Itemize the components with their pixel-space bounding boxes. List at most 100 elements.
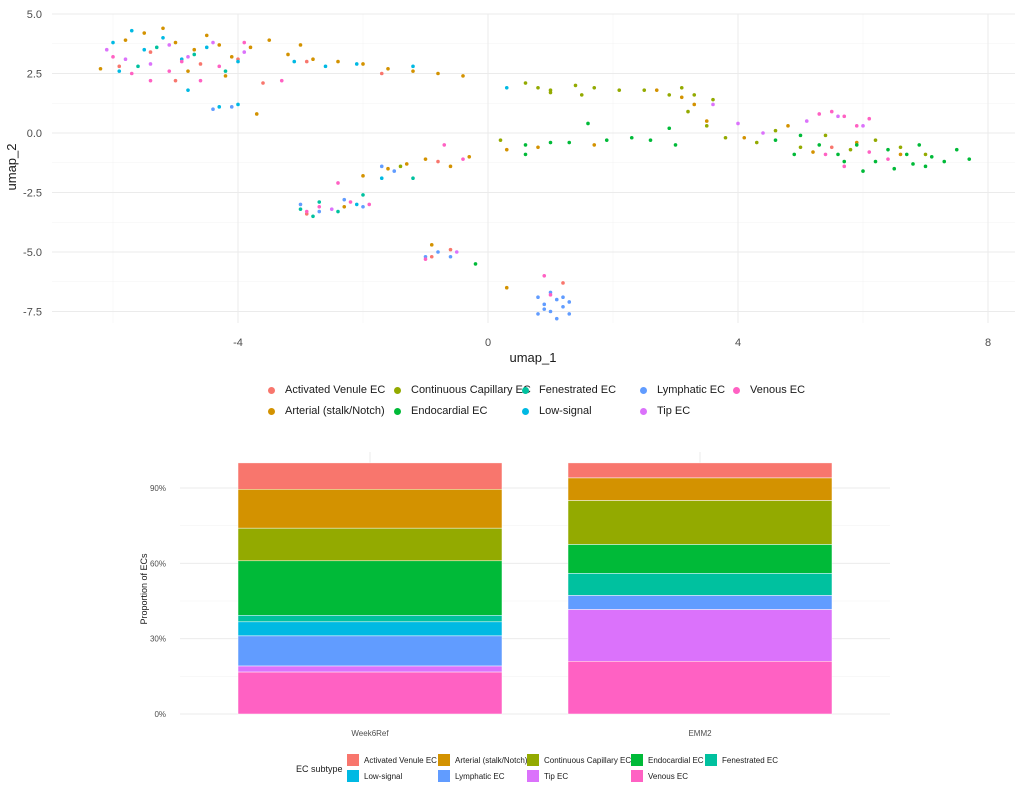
- bar-legend-label: Arterial (stalk/Notch): [455, 755, 528, 765]
- umap-legend-item: Activated Venule EC: [268, 384, 385, 396]
- umap-point: [523, 143, 528, 147]
- umap-y-tick-label: 0.0: [27, 128, 42, 140]
- umap-point: [523, 81, 528, 85]
- bar-legend-title: EC subtype: [296, 764, 343, 774]
- bar-segment: [237, 665, 503, 673]
- umap-point: [242, 40, 247, 45]
- umap-point: [217, 64, 222, 69]
- bar-legend-key: [631, 770, 643, 782]
- umap-point: [554, 316, 559, 321]
- umap-point: [548, 309, 553, 314]
- umap-point: [867, 150, 872, 154]
- bar-segment: [237, 635, 503, 667]
- umap-point: [873, 138, 878, 142]
- bar-legend-item: Low-signal: [347, 770, 402, 782]
- umap-point: [867, 116, 872, 121]
- umap-point: [536, 145, 540, 150]
- umap-point: [379, 176, 384, 181]
- umap-point: [704, 119, 709, 123]
- bar-legend-key: [705, 754, 717, 766]
- umap-legend-item: Venous EC: [733, 384, 805, 396]
- umap-point: [411, 176, 415, 181]
- umap-point: [354, 202, 359, 207]
- bar-segment: [567, 573, 833, 596]
- bar-y-axis-label: Proportion of ECs: [139, 553, 149, 625]
- umap-point: [592, 143, 597, 147]
- umap-point: [254, 112, 259, 116]
- umap-point: [673, 143, 678, 147]
- umap-legend-label: Low-signal: [539, 405, 592, 417]
- umap-point: [298, 207, 303, 211]
- umap-point: [804, 119, 809, 123]
- umap-scatter-plot: -4 0 4 8 5.0 2.5 0.0 -2.5 -5.0 -7.5 umap_1 umap_2: [4, 9, 1015, 365]
- umap-point: [123, 38, 128, 42]
- umap-point: [323, 64, 328, 69]
- umap-point: [586, 121, 590, 126]
- umap-legend-key: [268, 407, 275, 415]
- umap-point: [423, 157, 428, 161]
- umap-point: [967, 157, 972, 161]
- bar-segment: [567, 500, 833, 545]
- umap-x-axis-label: umap_1: [510, 350, 557, 365]
- umap-point: [311, 214, 315, 219]
- bar-legend-label: Lymphatic EC: [455, 771, 505, 781]
- umap-point: [354, 62, 359, 66]
- bar-y-tick-label: 60%: [150, 559, 166, 568]
- umap-point: [454, 250, 459, 254]
- umap-point: [342, 197, 347, 202]
- umap-point: [604, 138, 609, 142]
- bar-segment: [567, 477, 833, 501]
- bar-segment: [567, 661, 833, 715]
- bar-segment: [567, 462, 833, 479]
- umap-point: [917, 143, 922, 147]
- umap-point: [542, 302, 547, 307]
- umap-point: [248, 45, 253, 50]
- umap-point: [448, 164, 453, 169]
- umap-legend-label: Tip EC: [657, 405, 691, 417]
- umap-legend-key: [522, 407, 529, 415]
- umap-point: [361, 193, 365, 197]
- bar-legend-key: [527, 770, 539, 782]
- bar-legend-item: Lymphatic EC: [438, 770, 505, 782]
- umap-point: [436, 71, 440, 76]
- umap-point: [786, 124, 790, 128]
- bar-segment: [237, 462, 503, 490]
- umap-point: [711, 97, 715, 102]
- umap-x-tick-label: 4: [735, 337, 741, 349]
- umap-point: [111, 40, 115, 45]
- bar-legend-label: Venous EC: [648, 771, 689, 781]
- bar-segment: [567, 544, 833, 574]
- umap-point: [142, 31, 147, 35]
- umap-point: [836, 152, 840, 157]
- umap-point: [561, 304, 565, 309]
- bar-segment: [237, 527, 503, 562]
- umap-point: [861, 124, 865, 128]
- umap-legend-label: Fenestrated EC: [539, 384, 617, 396]
- umap-point: [173, 40, 178, 45]
- umap-point: [198, 62, 203, 66]
- umap-point: [886, 157, 890, 161]
- umap-point: [548, 90, 553, 95]
- umap-point: [186, 69, 190, 73]
- bar-segment: [237, 489, 503, 529]
- umap-point: [436, 250, 440, 254]
- umap-point: [386, 66, 390, 71]
- umap-y-tick-label: 5.0: [27, 9, 42, 21]
- umap-legend-item: Low-signal: [522, 405, 592, 417]
- umap-point: [542, 307, 547, 311]
- umap-point: [423, 257, 428, 261]
- umap-point: [648, 138, 653, 142]
- umap-point: [854, 143, 859, 147]
- umap-point: [211, 107, 215, 111]
- umap-point: [348, 200, 353, 204]
- umap-point: [192, 52, 197, 57]
- umap-point: [111, 55, 115, 59]
- umap-point: [836, 114, 840, 119]
- umap-point: [567, 300, 572, 304]
- umap-point: [773, 138, 778, 142]
- umap-point: [361, 62, 365, 66]
- umap-point: [148, 50, 153, 54]
- umap-point: [379, 71, 384, 76]
- umap-point: [361, 174, 365, 178]
- umap-legend-label: Continuous Capillary EC: [411, 384, 531, 396]
